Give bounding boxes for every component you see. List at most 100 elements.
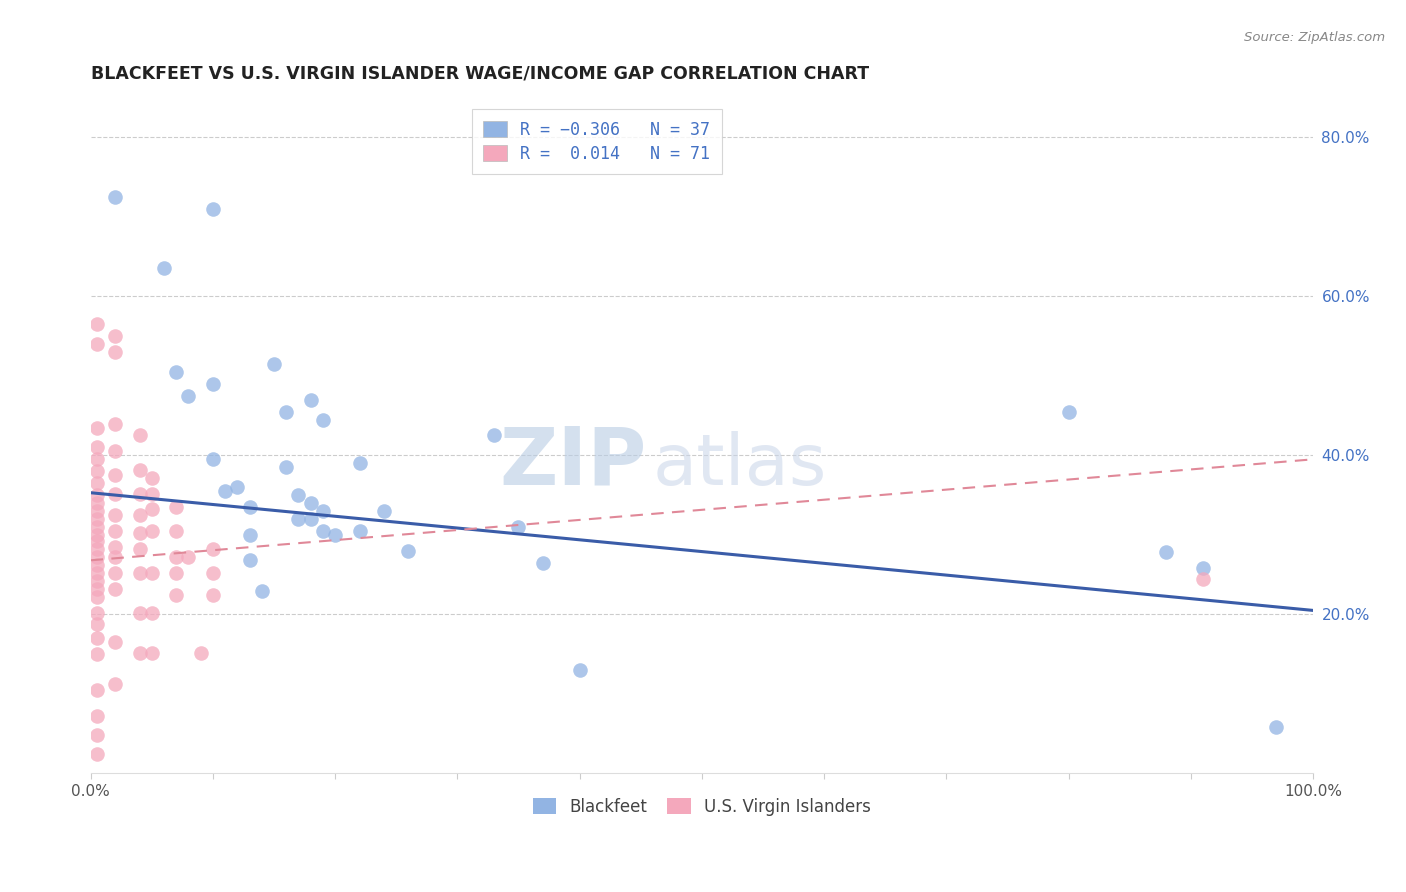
Point — [86, 542, 108, 557]
Point — [238, 528, 260, 542]
Point — [104, 486, 127, 500]
Point — [141, 524, 163, 538]
Point — [276, 404, 298, 418]
Point — [86, 582, 108, 596]
Point — [1057, 404, 1080, 418]
Point — [299, 496, 322, 510]
Point — [128, 606, 150, 620]
Point — [104, 540, 127, 554]
Point — [299, 512, 322, 526]
Point — [141, 470, 163, 484]
Point — [86, 574, 108, 588]
Point — [104, 508, 127, 522]
Point — [141, 646, 163, 660]
Point — [263, 357, 285, 371]
Point — [86, 709, 108, 723]
Point — [312, 412, 335, 426]
Point — [86, 488, 108, 502]
Point — [153, 261, 176, 276]
Point — [128, 428, 150, 442]
Point — [141, 606, 163, 620]
Point — [250, 583, 273, 598]
Point — [1265, 720, 1288, 734]
Text: Source: ZipAtlas.com: Source: ZipAtlas.com — [1244, 31, 1385, 45]
Point — [128, 526, 150, 541]
Point — [86, 590, 108, 604]
Point — [201, 587, 224, 601]
Point — [177, 389, 200, 403]
Point — [568, 663, 591, 677]
Point — [141, 486, 163, 500]
Point — [86, 534, 108, 549]
Point — [128, 486, 150, 500]
Point — [104, 635, 127, 649]
Point — [86, 476, 108, 491]
Point — [349, 524, 371, 538]
Point — [276, 460, 298, 475]
Point — [104, 190, 127, 204]
Point — [177, 550, 200, 565]
Point — [482, 428, 505, 442]
Point — [86, 682, 108, 697]
Point — [86, 606, 108, 620]
Point — [214, 484, 236, 499]
Point — [201, 452, 224, 467]
Point — [287, 512, 309, 526]
Point — [86, 566, 108, 580]
Point — [141, 502, 163, 516]
Point — [190, 646, 212, 660]
Point — [104, 566, 127, 580]
Point — [104, 677, 127, 691]
Point — [201, 376, 224, 391]
Point — [86, 616, 108, 631]
Point — [104, 444, 127, 458]
Point — [531, 556, 554, 570]
Point — [165, 550, 187, 565]
Point — [165, 587, 187, 601]
Point — [165, 365, 187, 379]
Point — [349, 456, 371, 470]
Point — [201, 202, 224, 216]
Point — [86, 520, 108, 534]
Point — [128, 646, 150, 660]
Point — [312, 504, 335, 518]
Point — [86, 647, 108, 661]
Point — [165, 500, 187, 514]
Point — [226, 480, 249, 494]
Point — [86, 558, 108, 573]
Point — [165, 524, 187, 538]
Point — [86, 337, 108, 351]
Point — [86, 747, 108, 761]
Point — [104, 345, 127, 359]
Point — [1192, 572, 1215, 586]
Point — [86, 550, 108, 565]
Point — [86, 441, 108, 455]
Point — [201, 542, 224, 557]
Point — [104, 329, 127, 343]
Point — [104, 524, 127, 538]
Point — [398, 543, 420, 558]
Point — [508, 520, 530, 534]
Text: BLACKFEET VS U.S. VIRGIN ISLANDER WAGE/INCOME GAP CORRELATION CHART: BLACKFEET VS U.S. VIRGIN ISLANDER WAGE/I… — [90, 64, 869, 82]
Point — [128, 508, 150, 522]
Legend: Blackfeet, U.S. Virgin Islanders: Blackfeet, U.S. Virgin Islanders — [526, 791, 877, 822]
Point — [86, 528, 108, 542]
Point — [128, 566, 150, 580]
Point — [128, 542, 150, 557]
Point — [299, 392, 322, 407]
Point — [1192, 561, 1215, 575]
Text: ZIP: ZIP — [499, 424, 647, 501]
Point — [238, 500, 260, 514]
Point — [141, 566, 163, 580]
Point — [104, 550, 127, 565]
Point — [323, 528, 346, 542]
Point — [86, 464, 108, 478]
Point — [201, 566, 224, 580]
Point — [86, 420, 108, 434]
Point — [373, 504, 395, 518]
Point — [104, 417, 127, 431]
Point — [86, 512, 108, 526]
Point — [238, 553, 260, 567]
Point — [86, 504, 108, 518]
Point — [104, 468, 127, 483]
